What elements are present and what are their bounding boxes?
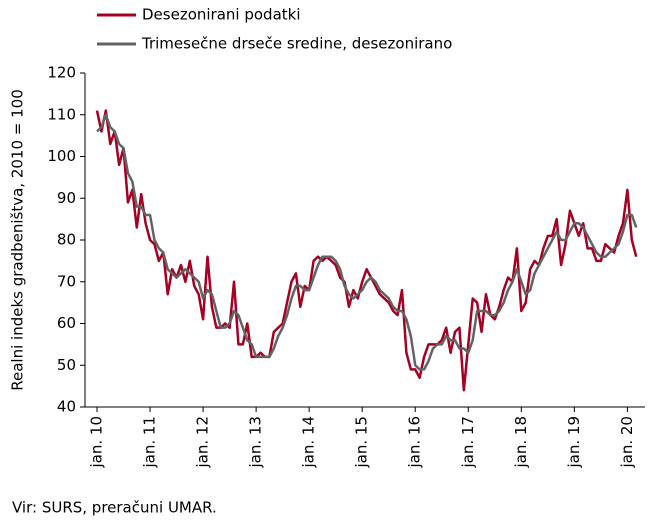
x-tick-label: jan. 13 <box>247 416 265 469</box>
x-tick-label: jan. 16 <box>406 416 424 469</box>
x-tick-label: jan. 17 <box>459 416 477 469</box>
series-line <box>95 109 638 392</box>
y-axis-label: Realni indeks gradbeništva, 2010 = 100 <box>9 89 27 391</box>
x-tick-label: jan. 20 <box>618 416 636 469</box>
legend-label: Desezonirani podatki <box>142 6 301 24</box>
y-tick-label: 70 <box>57 272 76 290</box>
source: Vir: SURS, preračuni UMAR. <box>12 499 217 517</box>
x-tick-label: jan. 19 <box>565 416 583 469</box>
x-tick-label: jan. 10 <box>88 416 106 469</box>
x-tick-label: jan. 11 <box>141 416 159 469</box>
y-tick-label: 80 <box>57 231 76 249</box>
y-tick-label: 40 <box>57 398 76 416</box>
x-tick-label: jan. 14 <box>300 416 318 469</box>
series-line <box>96 113 638 371</box>
y-tick-label: 50 <box>57 356 76 374</box>
y-tick-label: 100 <box>47 147 76 165</box>
y-tick-label: 60 <box>57 314 76 332</box>
x-tick-label: jan. 12 <box>194 416 212 469</box>
y-tick-label: 120 <box>47 64 76 82</box>
x-tick-label: jan. 15 <box>353 416 371 469</box>
y-tick-label: 110 <box>47 105 76 123</box>
y-tick-label: 90 <box>57 189 76 207</box>
x-tick-label: jan. 18 <box>512 416 530 469</box>
legend-label: Trimesečne drseče sredine, desezonirano <box>141 35 452 53</box>
